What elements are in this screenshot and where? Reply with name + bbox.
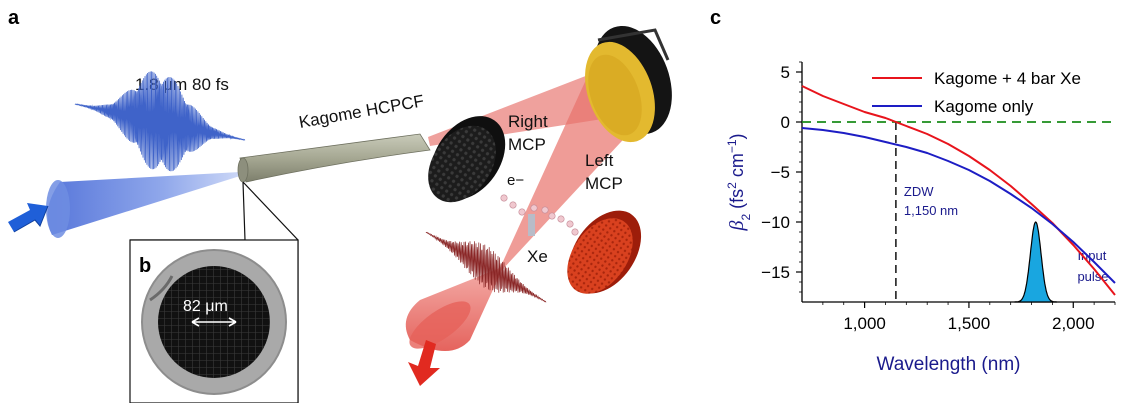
y-label-sub: 2 [739, 214, 753, 221]
pulse-waveform [74, 71, 246, 172]
fiber-label: Kagome HCPCF [297, 91, 425, 132]
series-line-kagome-only [801, 127, 1116, 284]
y-tick-label: −15 [761, 263, 790, 282]
y-label-beta: β [726, 221, 748, 232]
y-label-close: ) [727, 133, 747, 139]
y-label-units: (fs [727, 189, 747, 214]
input-arrow-icon [8, 203, 49, 233]
legend-label-0: Kagome + 4 bar Xe [934, 69, 1081, 88]
zdw-label-line1: ZDW [904, 184, 934, 199]
panel-c: c 5 0 −5 −10 −15 1,000 1,500 2,000 Wavelength (n… [710, 7, 1116, 375]
left-mcp-label-2: MCP [585, 174, 623, 193]
x-tick-label: 1,500 [948, 314, 991, 333]
x-axis-label: Wavelength (nm) [877, 354, 1021, 375]
y-axis-label: β2 (fs2 cm−1) [725, 133, 753, 231]
panel-c-label: c [710, 7, 721, 29]
x-tick-label: 1,000 [843, 314, 886, 333]
panel-a-label: a [8, 7, 20, 29]
panel-b-label: b [139, 255, 151, 277]
right-mcp-label-2: MCP [508, 135, 546, 154]
xe-gas-jet [528, 214, 535, 236]
y-tick-label: 5 [781, 63, 790, 82]
dispersion-chart: 5 0 −5 −10 −15 1,000 1,500 2,000 Wavelength (nm)… [725, 61, 1116, 375]
output-arrow-icon [408, 340, 440, 386]
x-tick-label: 2,000 [1052, 314, 1095, 333]
right-mcp-label-1: Right [508, 112, 548, 131]
left-mcp-label-1: Left [585, 151, 614, 170]
input-beam-face [46, 180, 70, 238]
output-beam-face [409, 301, 471, 349]
panel-a: a 1.8 μm 80 fs Kagome HCPCF [8, 7, 672, 403]
left-mcp-detector [567, 210, 642, 294]
core-size-arrow [191, 317, 237, 327]
right-mcp-detector [428, 116, 506, 203]
core-size-label: 82 μm [183, 298, 228, 315]
input-pulse-label-2: pulse [1077, 269, 1108, 284]
y-tick-label: 0 [781, 113, 790, 132]
input-pulse-spectrum [1014, 221, 1057, 303]
y-label-units-mid: cm [727, 153, 747, 182]
field-at-focus [425, 231, 547, 303]
xe-label: Xe [527, 247, 548, 266]
focusing-mirror [585, 25, 672, 143]
y-label-sup2: −1 [725, 139, 739, 153]
input-beam-cone [47, 172, 240, 235]
zdw-label-line2: 1,150 nm [904, 203, 958, 218]
kagome-fiber [239, 133, 431, 183]
y-label-sup: 2 [725, 182, 739, 189]
y-tick-label: −10 [761, 213, 790, 232]
series-line-kagome-xe [801, 85, 1116, 296]
fiber-end-face [237, 157, 249, 183]
electron-label: e− [507, 172, 524, 189]
y-tick-label: −5 [771, 163, 790, 182]
panel-b-inset: b 82 μm [129, 239, 299, 403]
legend-label-1: Kagome only [934, 97, 1034, 116]
electron-dots [500, 194, 579, 236]
